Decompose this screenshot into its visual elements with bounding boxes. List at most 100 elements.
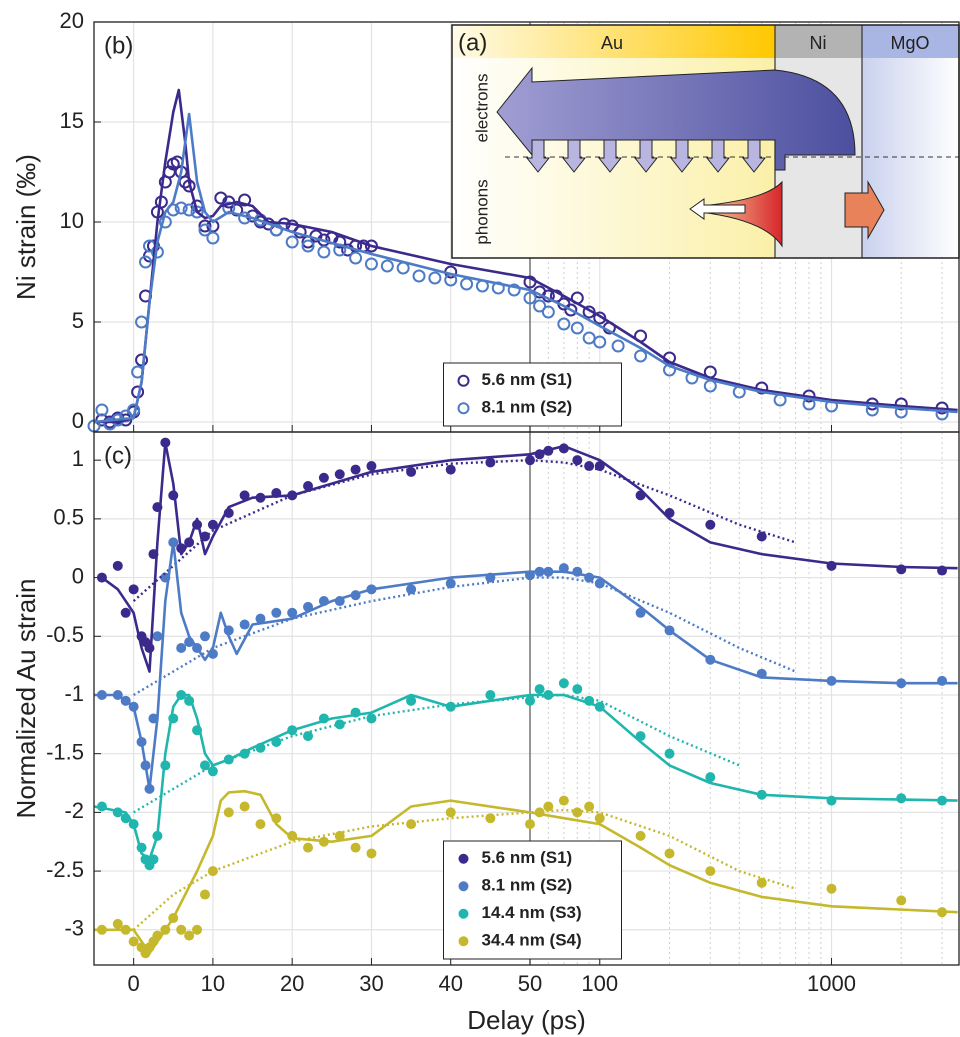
data-point	[287, 607, 298, 618]
legend-label: 34.4 nm (S4)	[482, 931, 582, 950]
data-point	[333, 235, 347, 249]
data-point	[485, 689, 496, 700]
y-tick-label: -1.5	[46, 739, 84, 764]
data-point	[634, 349, 648, 363]
data-point	[176, 643, 187, 654]
data-point	[557, 317, 571, 331]
legend-marker	[457, 402, 470, 415]
data-point	[594, 813, 605, 824]
y-tick-label: 1	[72, 446, 84, 471]
data-point	[271, 607, 282, 618]
data-point	[564, 303, 578, 317]
data-point	[230, 203, 244, 217]
x-tick-label: 40	[438, 971, 462, 996]
y-tick-label: 0	[72, 408, 84, 433]
data-point	[128, 584, 139, 595]
x-tick-label: 30	[359, 971, 383, 996]
data-point	[570, 321, 584, 335]
data-point	[366, 848, 377, 859]
data-point	[664, 748, 675, 759]
data-point	[894, 397, 908, 411]
data-point	[303, 731, 314, 742]
data-point	[572, 684, 583, 695]
data-point	[139, 255, 153, 269]
layer-label: Au	[601, 33, 623, 53]
data-point	[239, 490, 250, 501]
data-point	[198, 219, 212, 233]
data-point	[223, 807, 234, 818]
data-point	[176, 924, 187, 935]
legend-label: 8.1 nm (S2)	[482, 876, 573, 895]
data-point	[285, 235, 299, 249]
legend-marker	[457, 374, 470, 387]
data-point	[239, 801, 250, 812]
legend-marker	[458, 881, 469, 892]
data-point	[635, 830, 646, 841]
y-tick-label: 15	[60, 108, 84, 133]
data-point	[239, 619, 250, 630]
data-point	[445, 464, 456, 475]
data-point	[255, 819, 266, 830]
data-point	[207, 766, 218, 777]
data-point	[572, 455, 583, 466]
data-point	[428, 271, 442, 285]
data-point	[334, 469, 345, 480]
x-tick-label: 20	[280, 971, 304, 996]
data-point	[406, 466, 417, 477]
panel-label: (c)	[104, 442, 132, 469]
data-point	[269, 223, 283, 237]
x-tick-label: 100	[581, 971, 618, 996]
data-point	[350, 464, 361, 475]
data-point	[406, 695, 417, 706]
fit-line	[132, 693, 740, 814]
data-point	[705, 772, 716, 783]
y-tick-label: 0.5	[53, 505, 84, 530]
fit-line	[94, 541, 958, 791]
data-point	[112, 560, 123, 571]
data-point	[349, 251, 363, 265]
layer-label: MgO	[890, 33, 929, 53]
data-point	[350, 842, 361, 853]
data-point	[135, 353, 149, 367]
data-point	[255, 613, 266, 624]
fit-line	[94, 88, 958, 424]
data-point	[317, 245, 331, 259]
data-point	[705, 866, 716, 877]
strain-arrow	[844, 180, 885, 240]
legend-box	[443, 840, 622, 960]
y-tick-label: -2.5	[46, 857, 84, 882]
data-point	[301, 239, 315, 253]
data-point	[192, 924, 203, 935]
legend-label: 8.1 nm (S2)	[482, 398, 573, 417]
legend-label: 5.6 nm (S1)	[482, 370, 573, 389]
data-point	[318, 472, 329, 483]
fit-line	[93, 693, 958, 861]
data-point	[543, 801, 554, 812]
data-point	[485, 457, 496, 468]
legend-marker	[458, 936, 469, 947]
au-header	[452, 25, 775, 58]
data-point	[207, 519, 218, 530]
data-point	[572, 807, 583, 818]
data-point	[533, 299, 547, 313]
phonon-arrow	[689, 198, 746, 220]
data-point	[541, 305, 555, 319]
data-point	[584, 801, 595, 812]
data-point	[366, 713, 377, 724]
data-point	[756, 877, 767, 888]
y-tick-label: -1	[64, 681, 84, 706]
data-point	[366, 461, 377, 472]
panel-frame	[93, 431, 960, 966]
data-point	[558, 795, 569, 806]
data-point	[611, 339, 625, 353]
x-tick-label: 10	[201, 971, 225, 996]
data-point	[190, 205, 204, 219]
y-axis-label: Normalized Au strain	[11, 579, 41, 819]
data-point	[406, 584, 417, 595]
fit-line	[94, 789, 958, 955]
y-axis-label: Ni strain (‰)	[11, 154, 41, 300]
data-point	[525, 819, 535, 830]
legend-marker	[458, 853, 469, 864]
data-point	[207, 866, 218, 877]
